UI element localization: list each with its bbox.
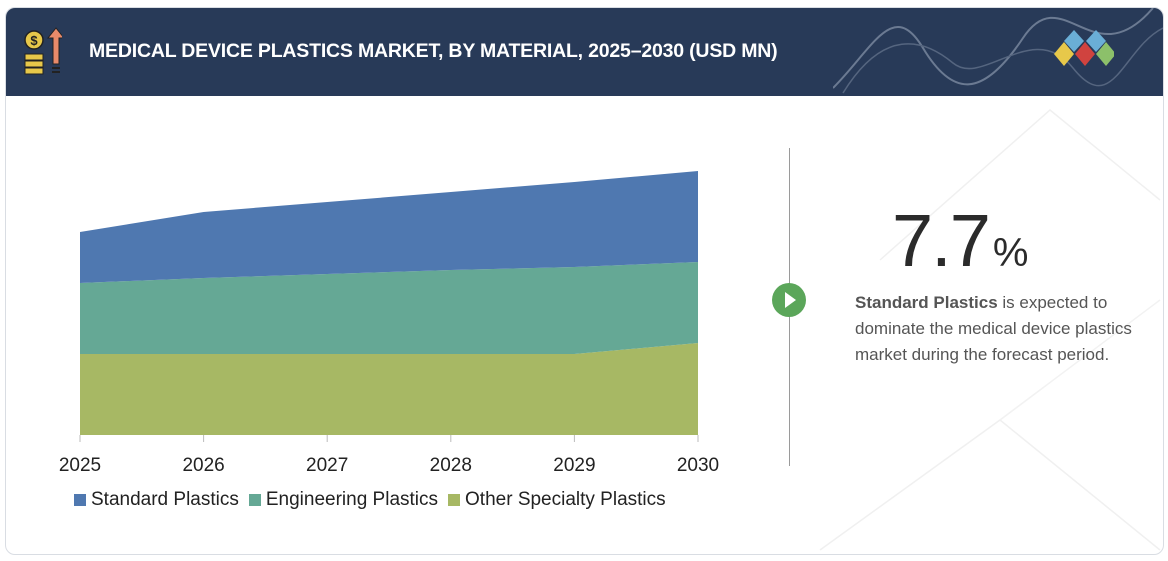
- area-engineering-plastics: [80, 262, 698, 354]
- legend-swatch: [74, 494, 86, 506]
- x-tick-label: 2029: [553, 455, 595, 476]
- highlight-text: is expected to dominate the medical devi…: [855, 293, 1132, 364]
- legend-label: Other Specialty Plastics: [465, 489, 666, 510]
- cagr-number: 7.7: [892, 199, 991, 282]
- stacked-area-chart: 2025 2026 2027 2028 2029 2030: [59, 171, 719, 476]
- legend-label: Engineering Plastics: [265, 489, 439, 510]
- cagr-unit: %: [992, 231, 1029, 275]
- chart-legend: Standard Plastics Engineering Plastics O…: [74, 489, 666, 511]
- legend-item-engineering-plastics: Engineering Plastics: [248, 489, 439, 511]
- cagr-value: 7.7%: [892, 198, 1028, 283]
- svg-text:$: $: [30, 33, 38, 48]
- highlight-description: Standard Plastics is expected to dominat…: [855, 290, 1135, 368]
- legend-item-other-specialty-plastics: Other Specialty Plastics: [448, 489, 666, 511]
- legend-swatch: [448, 494, 461, 506]
- play-icon: [772, 283, 806, 317]
- area-other-specialty-plastics: [80, 343, 698, 435]
- legend-swatch: [248, 494, 261, 506]
- wave-decoration: [833, 8, 1163, 94]
- x-tick-label: 2027: [306, 455, 348, 476]
- x-tick-label: 2026: [182, 455, 224, 476]
- x-tick-label: 2030: [677, 455, 719, 476]
- header-banner: $ MEDICAL DEVICE PLASTICS MARKET, BY MAT…: [6, 8, 1163, 96]
- brand-logo: [1054, 30, 1114, 66]
- chart-title: MEDICAL DEVICE PLASTICS MARKET, BY MATER…: [89, 40, 778, 62]
- legend-item-standard-plastics: Standard Plastics: [74, 489, 239, 511]
- highlight-segment: Standard Plastics: [855, 293, 998, 312]
- x-tick-label: 2025: [59, 455, 101, 476]
- x-tick-label: 2028: [430, 455, 472, 476]
- legend-label: Standard Plastics: [91, 489, 239, 510]
- money-growth-icon: $: [24, 27, 62, 75]
- area-standard-plastics: [80, 171, 698, 283]
